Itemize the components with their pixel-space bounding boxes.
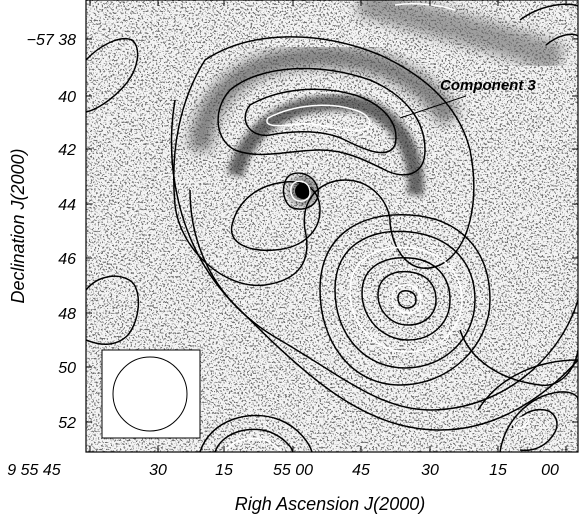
y-tick-label: 44 [58, 197, 76, 214]
x-tick-label: 00 [541, 462, 559, 479]
y-axis-title: Declination J(2000) [8, 148, 28, 303]
x-tick-label: 30 [149, 462, 167, 479]
annotation-group: Component 3 [399, 77, 536, 119]
y-tick-label: 48 [58, 306, 76, 323]
contour-lines [86, 3, 578, 452]
plot-frame [85, 0, 579, 453]
annotation-label: Component 3 [440, 77, 536, 94]
x-tick-label: 45 [352, 462, 370, 479]
y-tick-label: 50 [58, 360, 76, 377]
y-tick-labels: −57 38 40 42 44 46 48 50 52 [27, 32, 76, 432]
beam-ellipse [112, 356, 188, 432]
y-tick-label: 46 [58, 251, 76, 268]
x-tick-label: 15 [215, 462, 233, 479]
x-tick-label: 30 [421, 462, 439, 479]
x-tick-labels: 9 55 45 30 15 55 00 45 30 15 00 [7, 462, 559, 479]
y-tick-label: −57 38 [27, 32, 76, 49]
beam-inset [101, 349, 201, 439]
y-tick-label: 52 [58, 415, 76, 432]
axis-ticks [86, 0, 578, 452]
x-tick-label: 55 00 [273, 462, 313, 479]
annotation-pointer [399, 95, 467, 119]
x-tick-label: 15 [489, 462, 507, 479]
y-tick-label: 42 [58, 142, 76, 159]
x-tick-label: 9 55 45 [7, 462, 60, 479]
y-tick-label: 40 [58, 89, 76, 106]
x-axis-title: Righ Ascension J(2000) [235, 494, 425, 514]
